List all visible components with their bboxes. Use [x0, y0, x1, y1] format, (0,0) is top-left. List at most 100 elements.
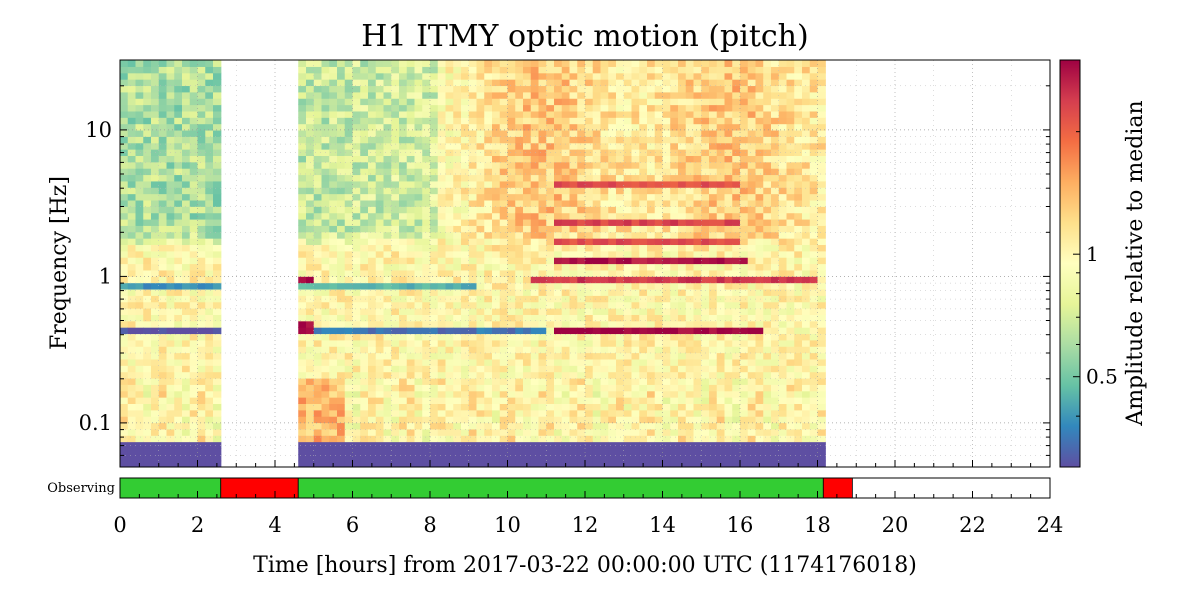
heatmap-cell [685, 320, 695, 328]
heatmap-cell [771, 441, 780, 449]
heatmap-cell [530, 180, 540, 188]
heatmap-cell [608, 447, 617, 455]
heatmap-cell [592, 66, 602, 74]
heatmap-cell [778, 231, 788, 239]
heatmap-cell [786, 416, 795, 424]
heatmap-cell [554, 295, 563, 303]
heatmap-cell [453, 314, 462, 322]
heatmap-cell [476, 117, 485, 125]
heatmap-cell [197, 269, 206, 277]
heatmap-cell [437, 85, 447, 93]
heatmap-cell [794, 339, 803, 347]
heatmap-cell [182, 193, 191, 201]
heatmap-cell [616, 117, 625, 125]
heatmap-cell [523, 161, 532, 169]
heatmap-cell [484, 295, 493, 303]
heatmap-cell [685, 66, 695, 74]
heatmap-cell [337, 371, 346, 379]
heatmap-cell [507, 320, 516, 328]
heatmap-cell [786, 231, 795, 239]
heatmap-cell [468, 441, 478, 449]
heatmap-cell [693, 435, 702, 443]
heatmap-cell [352, 187, 361, 195]
heatmap-cell [492, 333, 501, 341]
heatmap-cell [492, 276, 501, 284]
heatmap-cell [437, 422, 447, 430]
heatmap-cell [554, 377, 563, 385]
heatmap-cell [561, 320, 571, 328]
heatmap-cell [492, 365, 501, 373]
heatmap-cell [709, 333, 718, 341]
heatmap-cell [329, 123, 338, 131]
heatmap-cell [143, 409, 152, 417]
heatmap-cell [453, 91, 462, 99]
heatmap-cell [158, 384, 168, 392]
heatmap-cell [569, 199, 578, 207]
heatmap-cell [189, 288, 199, 296]
heatmap-cell [755, 308, 764, 315]
heatmap-cell [554, 60, 563, 67]
heatmap-cell [724, 60, 733, 67]
heatmap-cell [306, 206, 315, 214]
heatmap-cell [213, 327, 222, 335]
heatmap-cell [321, 327, 330, 335]
heatmap-cell [406, 142, 416, 150]
heatmap-cell [344, 371, 354, 379]
heatmap-cell [592, 250, 602, 258]
heatmap-cell [608, 136, 617, 144]
heatmap-cell [205, 282, 214, 290]
heatmap-cell [678, 238, 687, 246]
heatmap-cell [321, 288, 330, 296]
heatmap-cell [422, 314, 431, 322]
heatmap-cell [468, 91, 478, 99]
heatmap-cell [375, 416, 385, 424]
heatmap-cell [329, 79, 338, 87]
heatmap-cell [647, 333, 656, 341]
heatmap-cell [724, 72, 733, 80]
heatmap-cell [538, 155, 547, 163]
heatmap-cell [507, 295, 516, 303]
heatmap-cell [654, 403, 664, 411]
heatmap-cell [453, 384, 462, 392]
heatmap-cell [422, 155, 431, 163]
heatmap-cell [755, 409, 764, 417]
heatmap-cell [600, 346, 609, 354]
heatmap-cell [329, 428, 338, 436]
heatmap-cell [158, 422, 168, 430]
heatmap-cell [213, 199, 222, 207]
heatmap-cell [414, 136, 423, 144]
heatmap-cell [399, 460, 408, 467]
heatmap-cell [577, 168, 586, 176]
heatmap-cell [492, 149, 501, 156]
heatmap-cell [368, 301, 377, 309]
heatmap-cell [647, 225, 656, 233]
heatmap-cell [313, 320, 323, 328]
heatmap-cell [499, 358, 509, 366]
heatmap-cell [678, 225, 687, 233]
heatmap-cell [391, 377, 400, 385]
heatmap-cell [515, 269, 524, 277]
heatmap-cell [670, 327, 679, 335]
heatmap-cell [329, 276, 338, 284]
heatmap-cell [538, 403, 547, 411]
heatmap-cell [399, 149, 408, 156]
heatmap-cell [205, 269, 214, 277]
heatmap-cell [313, 85, 323, 93]
heatmap-cell [608, 187, 617, 195]
heatmap-cell [329, 66, 338, 74]
heatmap-cell [174, 339, 183, 347]
heatmap-cell [507, 390, 516, 398]
heatmap-cell [724, 377, 733, 385]
heatmap-cell [569, 295, 578, 303]
heatmap-cell [391, 409, 400, 417]
heatmap-cell [189, 409, 199, 417]
heatmap-cell [205, 72, 214, 80]
heatmap-cell [755, 110, 764, 118]
heatmap-cell [786, 377, 795, 385]
heatmap-cell [414, 454, 423, 462]
heatmap-cell [375, 136, 385, 144]
heatmap-cell [585, 301, 594, 309]
heatmap-cell [592, 206, 602, 214]
heatmap-cell [306, 397, 315, 405]
heatmap-cell [213, 377, 222, 385]
